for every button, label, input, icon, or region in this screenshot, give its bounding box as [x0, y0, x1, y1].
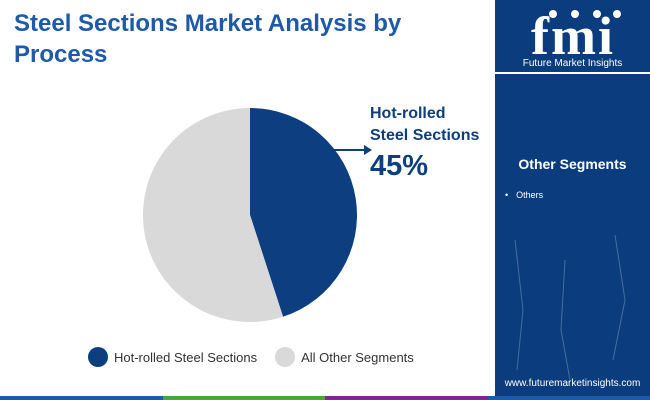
pie-slice-other [142, 108, 284, 322]
pie-slice-hot-rolled [250, 108, 357, 317]
logo-subtitle: Future Market Insights [522, 58, 623, 69]
callout-label-line2: Steel Sections [370, 127, 480, 144]
callout-value: 45% [370, 150, 429, 182]
legend-swatch-other [275, 347, 296, 367]
callout-arrow [333, 145, 372, 155]
other-segments-title: Other Segments [518, 156, 627, 172]
decorative-lines [514, 234, 626, 380]
bar-segment-blue [0, 396, 163, 400]
other-segment-item: Others [505, 190, 543, 200]
callout-label-line1: Hot-rolled [370, 105, 446, 122]
legend-item-other: All Other Segments [275, 347, 414, 367]
legend-label-other: All Other Segments [301, 349, 414, 365]
website-url[interactable]: www.futuremarketinsights.com [504, 378, 641, 389]
bottom-color-bar [0, 396, 650, 400]
page-title: Steel Sections Market Analysis by Proces… [14, 10, 402, 68]
bar-segment-blue-2 [487, 396, 650, 400]
legend-item-hot-rolled: Hot-rolled Steel Sections [88, 347, 257, 367]
fmi-logo: fmi [531, 6, 621, 66]
legend-label-hot-rolled: Hot-rolled Steel Sections [114, 349, 258, 365]
sidebar-divider [495, 72, 650, 74]
legend-swatch-hot-rolled [88, 347, 108, 367]
chart-legend: Hot-rolled Steel Sections All Other Segm… [88, 347, 432, 367]
other-segments-list: Others [505, 190, 543, 200]
bar-segment-purple [325, 396, 488, 400]
sidebar-panel: fmi Future Market Insights Other Segment… [495, 0, 650, 400]
slice-callout: Hot-rolled Steel Sections 45% [370, 103, 479, 183]
bar-segment-green [162, 396, 325, 400]
pie-chart [142, 108, 372, 322]
